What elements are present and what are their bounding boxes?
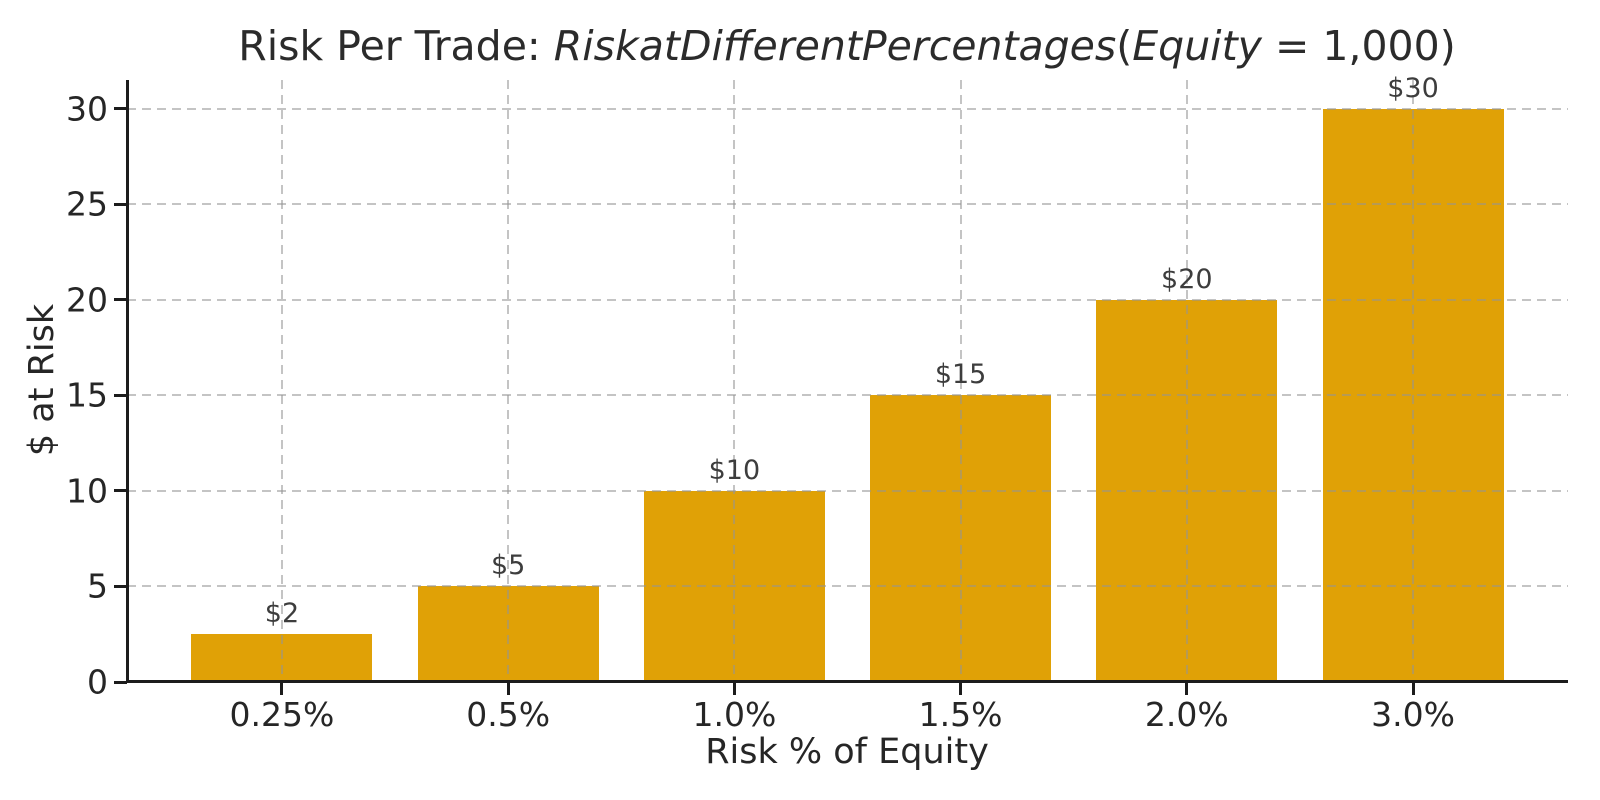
vertical-gridline	[733, 80, 736, 682]
vertical-gridline	[959, 80, 962, 682]
chart-title-func-name: RiskatDifferentPercentages	[553, 22, 1117, 70]
y-tick-mark	[114, 202, 127, 206]
x-tick-mark	[1411, 682, 1415, 695]
horizontal-gridline	[127, 394, 1568, 397]
y-tick-mark	[114, 298, 127, 302]
chart-title: Risk Per Trade: RiskatDifferentPercentag…	[238, 22, 1455, 70]
horizontal-gridline	[127, 585, 1568, 588]
bar-value-label: $20	[1161, 263, 1213, 295]
vertical-gridline	[280, 80, 283, 682]
y-tick-mark	[114, 680, 127, 684]
bar-labels-layer: $2 $5 $10 $15 $20 $30	[127, 73, 1568, 682]
horizontal-gridline	[127, 203, 1568, 206]
y-tick-label: 25	[66, 184, 108, 224]
x-tick-mark	[1185, 682, 1189, 695]
horizontal-gridline	[127, 107, 1568, 110]
plot-area: $2 $5 $10 $15 $20 $30	[126, 73, 1568, 683]
vertical-gridline	[1412, 80, 1415, 682]
y-tick-label: 10	[66, 471, 108, 511]
y-tick-mark	[114, 393, 127, 397]
vertical-gridline	[507, 80, 510, 682]
x-tick-label: 0.25%	[229, 695, 335, 734]
x-tick-mark	[732, 682, 736, 695]
x-tick-label: 1.5%	[918, 695, 1003, 734]
horizontal-gridline	[127, 298, 1568, 301]
x-tick-label: 0.5%	[466, 695, 551, 734]
x-axis-spine	[126, 680, 1568, 683]
x-tick-label: 3.0%	[1371, 695, 1455, 734]
chart-title-open-paren: (	[1116, 22, 1133, 70]
y-tick-mark	[114, 107, 127, 111]
x-tick-label: 2.0%	[1144, 695, 1229, 734]
bar-value-label: $10	[708, 454, 761, 486]
x-tick-mark	[506, 682, 510, 695]
horizontal-gridline	[127, 489, 1568, 492]
y-axis-spine	[126, 80, 129, 682]
y-tick-label: 30	[66, 89, 108, 129]
bar-value-label: $5	[490, 550, 526, 582]
bar-value-label: $2	[264, 598, 300, 630]
y-tick-mark	[114, 584, 127, 588]
x-tick-mark	[280, 682, 284, 695]
x-axis-label: Risk % of Equity	[705, 732, 989, 772]
vertical-gridline	[1185, 80, 1188, 682]
chart-title-suffix: = 1,000)	[1261, 22, 1456, 70]
bar-value-label: $15	[934, 359, 987, 391]
bar-value-label: $30	[1387, 72, 1439, 104]
gridlines-layer	[126, 80, 1568, 683]
x-tick-mark	[959, 682, 963, 695]
y-tick-label: 5	[87, 566, 108, 606]
y-tick-label: 0	[87, 662, 108, 702]
x-tick-label: 1.0%	[692, 695, 777, 734]
y-tick-label: 15	[66, 375, 108, 415]
y-tick-label: 20	[66, 280, 108, 320]
y-tick-mark	[114, 489, 127, 493]
chart-title-var-name: Equity	[1132, 22, 1262, 70]
chart-title-prefix: Risk Per Trade:	[238, 22, 554, 70]
